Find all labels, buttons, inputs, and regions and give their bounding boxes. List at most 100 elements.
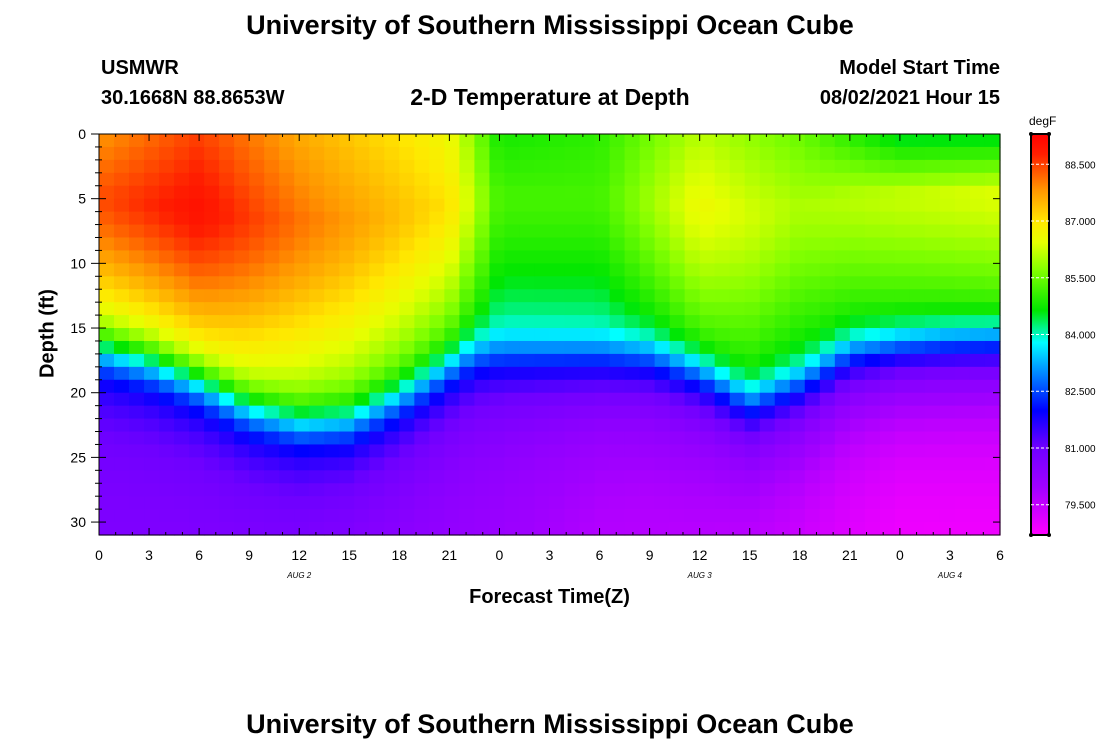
- heatmap-cell: [279, 470, 295, 484]
- heatmap-cell: [954, 315, 971, 329]
- heatmap-cell: [564, 263, 581, 277]
- heatmap-cell: [624, 483, 641, 497]
- heatmap-cell: [534, 509, 551, 523]
- heatmap-cell: [714, 470, 731, 484]
- heatmap-cell: [489, 353, 506, 368]
- heatmap-cell: [279, 224, 295, 239]
- heatmap-cell: [129, 405, 145, 420]
- heatmap-cell: [309, 405, 325, 420]
- heatmap-cell: [714, 263, 731, 277]
- heatmap-cell: [639, 392, 656, 407]
- y-tick-label: 15: [70, 320, 86, 336]
- heatmap-cell: [534, 302, 551, 316]
- heatmap-cell: [699, 224, 716, 239]
- heatmap-cell: [669, 134, 686, 148]
- heatmap-cell: [609, 185, 626, 200]
- heatmap-cell: [924, 509, 941, 523]
- heatmap-cell: [669, 522, 686, 536]
- heatmap-cell: [669, 340, 686, 355]
- heatmap-cell: [879, 366, 896, 381]
- heatmap-cell: [384, 470, 400, 484]
- heatmap-cell: [864, 146, 881, 161]
- heatmap-cell: [729, 457, 746, 471]
- heatmap-cell: [294, 457, 310, 471]
- heatmap-cell: [549, 263, 566, 277]
- heatmap-cell: [504, 509, 521, 523]
- heatmap-cell: [264, 353, 280, 368]
- heatmap-cell: [444, 185, 460, 200]
- heatmap-cell: [954, 483, 971, 497]
- heatmap-cell: [474, 328, 491, 342]
- heatmap-cell: [549, 509, 566, 523]
- heatmap-cell: [759, 379, 776, 394]
- heatmap-cell: [159, 496, 175, 510]
- heatmap-cell: [174, 431, 190, 446]
- heatmap-cell: [654, 328, 671, 342]
- heatmap-cell: [444, 457, 460, 471]
- heatmap-cell: [189, 457, 205, 471]
- heatmap-cell: [924, 328, 941, 342]
- heatmap-cell: [939, 250, 956, 264]
- heatmap-cell: [504, 418, 521, 433]
- heatmap-cell: [414, 470, 430, 484]
- heatmap-cell: [504, 315, 521, 329]
- heatmap-cell: [624, 276, 641, 290]
- heatmap-cell: [639, 302, 656, 316]
- heatmap-cell: [429, 276, 445, 290]
- heatmap-cell: [489, 289, 506, 303]
- heatmap-cell: [339, 250, 355, 264]
- heatmap-cell: [744, 483, 761, 497]
- heatmap-cell: [114, 470, 130, 484]
- heatmap-cell: [129, 172, 145, 187]
- heatmap-cell: [954, 185, 971, 200]
- heatmap-cell: [144, 366, 160, 381]
- heatmap-cell: [834, 198, 851, 213]
- heatmap-cell: [924, 237, 941, 252]
- heatmap-cell: [369, 146, 385, 161]
- heatmap-cell: [534, 470, 551, 484]
- heatmap-cell: [429, 457, 445, 471]
- heatmap-cell: [984, 315, 1001, 329]
- heatmap-cell: [504, 146, 521, 161]
- heatmap-cell: [924, 315, 941, 329]
- heatmap-cell: [834, 289, 851, 303]
- heatmap-cell: [129, 315, 145, 329]
- heatmap-cell: [324, 224, 340, 239]
- heatmap-cell: [969, 522, 986, 536]
- heatmap-cell: [249, 315, 265, 329]
- heatmap-cell: [594, 522, 611, 536]
- heatmap-cell: [369, 418, 385, 433]
- heatmap-cell: [309, 302, 325, 316]
- heatmap-cell: [294, 379, 310, 394]
- heatmap-cell: [174, 263, 190, 277]
- heatmap-cell: [204, 328, 220, 342]
- colorbar-tick-label: 79.500: [1065, 501, 1096, 512]
- heatmap-cell: [924, 379, 941, 394]
- heatmap-cell: [294, 483, 310, 497]
- heatmap-cells: [99, 134, 1001, 536]
- heatmap-cell: [699, 276, 716, 290]
- heatmap-cell: [714, 224, 731, 239]
- heatmap-cell: [789, 289, 806, 303]
- heatmap-cell: [879, 509, 896, 523]
- heatmap-cell: [324, 185, 340, 200]
- heatmap-cell: [144, 457, 160, 471]
- colorbar-tick-label: 81.000: [1065, 444, 1096, 455]
- heatmap-cell: [459, 289, 476, 303]
- heatmap-cell: [384, 315, 400, 329]
- heatmap-cell: [804, 289, 821, 303]
- heatmap-cell: [324, 392, 340, 407]
- heatmap-cell: [174, 146, 190, 161]
- heatmap-cell: [144, 250, 160, 264]
- heatmap-cell: [234, 198, 250, 213]
- heatmap-cell: [474, 418, 491, 433]
- heatmap-cell: [864, 237, 881, 252]
- heatmap-cell: [564, 328, 581, 342]
- heatmap-cell: [219, 392, 235, 407]
- heatmap-cell: [939, 457, 956, 471]
- x-tick-label: 6: [596, 547, 604, 563]
- x-tick-label: 6: [195, 547, 203, 563]
- heatmap-cell: [969, 159, 986, 174]
- heatmap-cell: [729, 328, 746, 342]
- heatmap-cell: [564, 509, 581, 523]
